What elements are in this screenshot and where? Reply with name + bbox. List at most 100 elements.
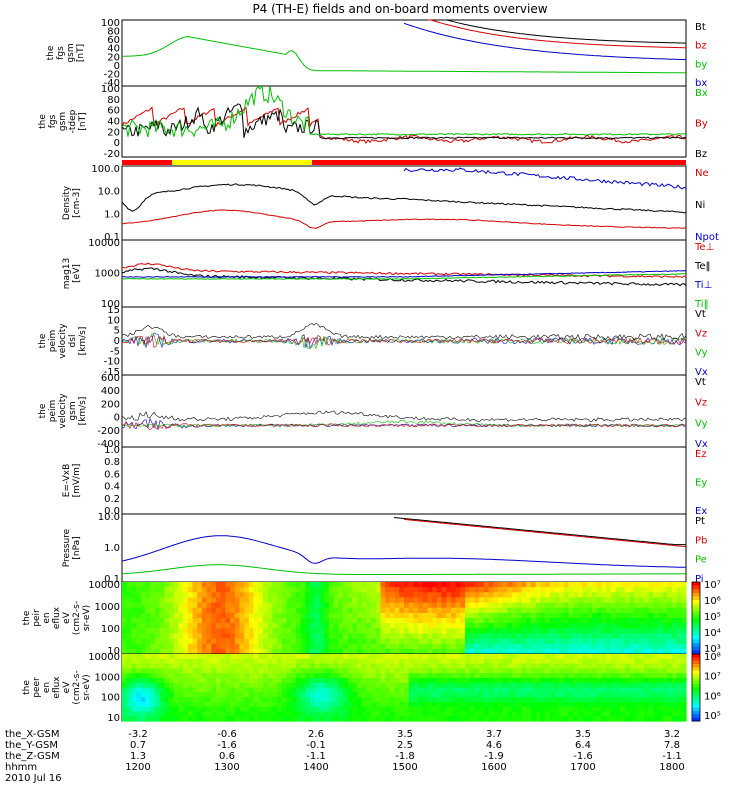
spectrogram-cell (526, 628, 532, 634)
spectrogram-cell (535, 682, 541, 689)
spectrogram-cell (394, 582, 400, 588)
spectrogram-cell (178, 658, 184, 665)
spectrogram-cell (272, 654, 278, 660)
spectrogram-cell (338, 658, 344, 665)
spectrogram-cell (629, 673, 635, 679)
spectrogram-cell (286, 701, 292, 708)
spectrogram-cell (512, 668, 518, 674)
spectrogram-cell (667, 692, 673, 698)
spectrogram-cell (399, 706, 405, 712)
spectrogram-cell (545, 692, 551, 698)
spectrogram-cell (671, 602, 678, 609)
spectrogram-cell (131, 668, 137, 674)
spectrogram-cell (145, 587, 151, 593)
spectrogram-cell (197, 623, 203, 629)
spectrogram-cell (178, 711, 184, 717)
spectrogram-cell (465, 663, 471, 669)
spectrogram-cell (451, 643, 457, 650)
spectrogram-cell (206, 677, 212, 684)
spectrogram-cell (291, 687, 297, 693)
spectrogram-cell (394, 677, 400, 684)
spectrogram-cell (258, 701, 264, 708)
spectrogram-cell (634, 597, 640, 604)
spectrogram-cell (277, 648, 283, 655)
spectrogram-cell (521, 607, 527, 614)
y-tick-label: 80 (107, 27, 120, 38)
spectrogram-cell (465, 638, 471, 645)
spectrogram-cell (230, 677, 236, 684)
spectrogram-cell (126, 597, 132, 604)
spectrogram-cell (559, 716, 565, 722)
spectrogram-cell (413, 618, 419, 624)
spectrogram-cell (521, 612, 527, 619)
spectrogram-cell (371, 687, 377, 693)
spectrogram-cell (342, 638, 349, 645)
spectrogram-cell (380, 654, 386, 660)
spectrogram-cell (164, 623, 170, 629)
spectrogram-cell (192, 623, 198, 629)
spectrogram-cell (653, 643, 659, 650)
spectrogram-cell (563, 638, 570, 645)
spectrogram-cell (281, 692, 288, 698)
spectrogram-cell (441, 716, 447, 722)
spectrogram-cell (676, 587, 682, 593)
spectrogram-cell (427, 612, 433, 619)
spectrogram-cell (577, 692, 584, 698)
spectrogram-cell (488, 697, 494, 703)
spectrogram-cell (201, 716, 208, 722)
spectrogram-cell (263, 592, 269, 598)
x-tick-label: 3.7 (486, 729, 502, 740)
legend-label: Te‖ (694, 261, 711, 272)
spectrogram-cell (413, 582, 419, 588)
spectrogram-cell (357, 633, 363, 640)
spectrogram-cell (639, 668, 645, 674)
spectrogram-cell (164, 687, 170, 693)
spectrogram-cell (291, 587, 297, 593)
spectrogram-cell (352, 597, 358, 604)
spectrogram-cell (192, 648, 198, 655)
spectrogram-cell (582, 692, 588, 698)
spectrogram-cell (281, 643, 288, 650)
spectrogram-cell (507, 687, 513, 693)
spectrogram-cell (305, 628, 311, 634)
spectrogram-cell (371, 597, 377, 604)
spectrogram-cell (267, 612, 273, 619)
spectrogram-cell (667, 648, 673, 655)
spectrogram-cell (512, 711, 518, 717)
spectrogram-cell (545, 701, 551, 708)
spectrogram-cell (399, 701, 405, 708)
spectrogram-cell (606, 592, 612, 598)
spectrogram-cell (521, 711, 527, 717)
spectrogram-cell (136, 623, 142, 629)
spectrogram-cell (173, 654, 179, 660)
spectrogram-cell (498, 633, 504, 640)
spectrogram-cell (657, 677, 664, 684)
spectrogram-cell (488, 612, 494, 619)
spectrogram-cell (535, 623, 541, 629)
spectrogram-cell (540, 633, 546, 640)
spectrogram-cell (225, 592, 231, 598)
spectrogram-cell (136, 607, 142, 614)
spectrogram-cell (201, 587, 208, 593)
spectrogram-cell (629, 654, 635, 660)
spectrogram-cell (474, 582, 480, 588)
spectrogram-cell (169, 587, 175, 593)
spectrogram-cell (333, 711, 339, 717)
spectrogram-cell (554, 697, 560, 703)
spectrogram-cell (314, 673, 320, 679)
spectrogram-cell (488, 638, 494, 645)
spectrogram-cell (389, 592, 396, 598)
spectrogram-cell (239, 682, 245, 689)
spectrogram-cell (436, 587, 443, 593)
spectrogram-cell (488, 668, 494, 674)
spectrogram-cell (291, 623, 297, 629)
spectrogram-cell (258, 682, 264, 689)
spectrogram-cell (601, 587, 607, 593)
spectrogram-cell (263, 654, 269, 660)
spectrogram-cell (399, 697, 405, 703)
spectrogram-cell (540, 643, 546, 650)
spectrogram-cell (286, 716, 292, 722)
spectrogram-cell (568, 654, 574, 660)
spectrogram-cell (474, 673, 480, 679)
spectrogram-cell (220, 607, 226, 614)
